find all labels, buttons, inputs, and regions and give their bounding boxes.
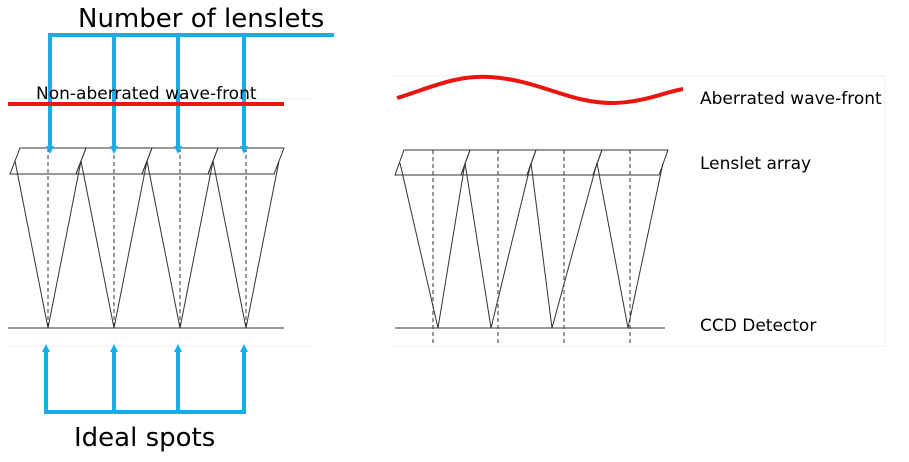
ideal-spots-label: Ideal spots: [74, 423, 216, 453]
non-aberrated-wavefront-label: Non-aberrated wave-front: [36, 84, 257, 104]
ideal-focus-cones: [14, 160, 280, 329]
lenslet-count-bracket: [46, 33, 334, 154]
aberrated-focus-cones: [399, 162, 664, 329]
aberrated-lenslet-array: [394, 149, 669, 176]
ccd-detector-label: CCD Detector: [700, 316, 817, 336]
lenslet-array-label: Lenslet array: [700, 154, 812, 174]
aberrated-wavefront-label: Aberrated wave-front: [700, 89, 882, 109]
lenslet-4: [207, 147, 285, 175]
aberrated-optical-axes: [432, 150, 631, 345]
ideal-spots-bracket: [42, 344, 248, 414]
number-of-lenslets-label: Number of lenslets: [78, 4, 325, 34]
ideal-optical-axes: [47, 148, 247, 328]
background-frame: [8, 75, 886, 347]
ideal-lenslet-array: [9, 147, 285, 175]
aberrated-wavefront: [396, 74, 684, 106]
